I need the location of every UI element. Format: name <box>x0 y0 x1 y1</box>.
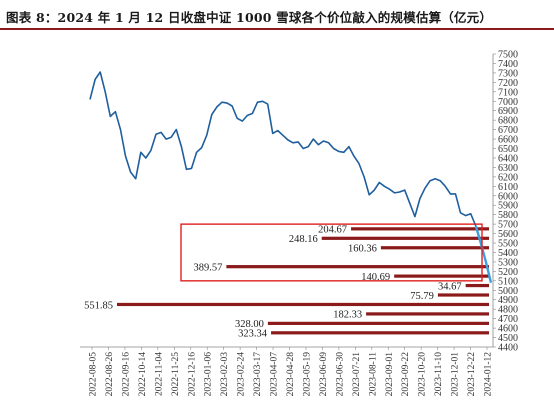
bar-value-label: 389.57 <box>194 262 223 273</box>
knock-in-bar <box>465 283 489 288</box>
knock-in-bar <box>380 246 489 250</box>
y-tick-label: 4600 <box>498 324 518 335</box>
y-tick-label: 7400 <box>498 59 518 70</box>
chart-title: 图表 8：2024 年 1 月 12 日收盘中证 1000 雪球各个价位敲入的规… <box>6 10 493 25</box>
y-tick-label: 6400 <box>498 153 518 164</box>
y-tick-label: 6800 <box>498 116 518 127</box>
knock-in-bar <box>437 293 489 297</box>
y-tick-label: 6900 <box>498 106 518 117</box>
x-tick-label: 2023-04-07 <box>270 352 280 397</box>
bar-value-label: 328.00 <box>235 319 264 330</box>
y-tick-label: 4500 <box>498 333 518 344</box>
y-tick-label: 6200 <box>498 172 518 183</box>
x-tick-label: 2023-01-06 <box>204 352 214 397</box>
knock-in-bar <box>394 274 489 278</box>
x-tick-label: 2022-12-16 <box>187 352 197 397</box>
x-tick-label: 2022-11-04 <box>154 352 164 396</box>
x-tick-label: 2023-02-03 <box>220 352 230 397</box>
bar-value-label: 204.67 <box>318 225 347 236</box>
x-tick-label: 2022-08-26 <box>105 352 115 397</box>
x-tick-label: 2022-08-05 <box>89 352 99 397</box>
x-tick-label: 2022-11-25 <box>171 352 181 396</box>
x-axis: 2022-08-05 2022-08-26 2022-09-16 2022-10-14… <box>80 346 494 397</box>
x-tick-label: 2024-01-12 <box>484 352 494 397</box>
x-tick-label: 2023-06-09 <box>319 352 329 397</box>
knock-in-bar <box>351 227 489 231</box>
y-tick-label: 7300 <box>498 68 518 79</box>
y-tick-label: 5800 <box>498 210 518 221</box>
x-tick-label: 2023-03-17 <box>253 352 263 397</box>
x-tick-label: 2023-05-19 <box>302 352 312 397</box>
bar-value-label: 140.69 <box>361 272 390 283</box>
x-tick-label: 2023-10-20 <box>418 352 428 397</box>
y-tick-label: 7500 <box>498 50 518 61</box>
y-tick-label: 5500 <box>498 239 518 250</box>
x-tick-label: 2023-12-01 <box>451 352 461 397</box>
x-tick-label: 2022-10-14 <box>138 352 148 397</box>
y-tick-label: 5600 <box>498 229 518 240</box>
y-tick-label: 4900 <box>498 295 518 306</box>
y-tick-label: 5900 <box>498 201 518 212</box>
y-tick-label: 6300 <box>498 163 518 174</box>
y-tick-label: 5400 <box>498 248 518 259</box>
y-tick-label: 6100 <box>498 182 518 193</box>
x-tick-label: 2023-02-24 <box>237 352 247 397</box>
bar-value-label: 323.34 <box>238 329 268 340</box>
bar-value-label: 248.16 <box>289 234 318 245</box>
y-tick-label: 6700 <box>498 125 518 136</box>
x-tick-label: 2023-09-01 <box>385 352 395 397</box>
x-tick-label: 2022-09-16 <box>121 352 131 397</box>
x-tick-label: 2023-09-22 <box>401 352 411 397</box>
y-axis: 4400450046004700480049005000510052005300… <box>492 50 518 354</box>
x-tick-label: 2023-12-22 <box>467 352 477 397</box>
knock-in-bars <box>117 227 489 335</box>
y-tick-label: 4800 <box>498 305 518 316</box>
knock-in-bar <box>366 312 489 316</box>
index-line-tail <box>474 225 493 283</box>
knock-in-bar <box>226 265 489 269</box>
title-bar: 图表 8：2024 年 1 月 12 日收盘中证 1000 雪球各个价位敲入的规… <box>0 0 554 30</box>
y-tick-label: 7000 <box>498 97 518 108</box>
y-tick-label: 5200 <box>498 267 518 278</box>
bar-value-label: 34.67 <box>438 281 462 292</box>
x-tick-label: 2023-04-28 <box>286 352 296 397</box>
y-tick-label: 7100 <box>498 87 518 98</box>
bar-value-label: 551.85 <box>84 300 113 311</box>
x-tick-label: 2023-06-30 <box>335 352 345 397</box>
y-tick-label: 6500 <box>498 144 518 155</box>
y-tick-label: 5100 <box>498 276 518 287</box>
index-line <box>89 71 493 283</box>
knock-in-bar <box>271 331 489 335</box>
y-tick-label: 6000 <box>498 191 518 202</box>
x-tick-label: 2023-07-21 <box>352 352 362 397</box>
y-tick-label: 4700 <box>498 314 518 325</box>
highlight-rectangle <box>180 223 483 282</box>
y-tick-label: 4400 <box>498 343 518 354</box>
y-tick-label: 5300 <box>498 257 518 268</box>
x-tick-label: 2023-11-10 <box>434 352 444 396</box>
y-tick-label: 5000 <box>498 286 518 297</box>
y-tick-label: 6600 <box>498 135 518 146</box>
knock-in-bar <box>267 321 489 325</box>
x-tick-label: 2023-08-11 <box>368 352 378 396</box>
y-tick-label: 5700 <box>498 220 518 231</box>
bar-value-label: 182.33 <box>333 310 362 321</box>
knock-in-bar <box>321 236 489 240</box>
index-line-main <box>89 71 477 227</box>
knock-in-bar <box>117 302 489 307</box>
highlight-box <box>180 223 483 282</box>
bar-value-label: 160.36 <box>348 244 377 255</box>
bar-value-label: 75.79 <box>410 291 434 302</box>
y-tick-label: 7200 <box>498 78 518 89</box>
